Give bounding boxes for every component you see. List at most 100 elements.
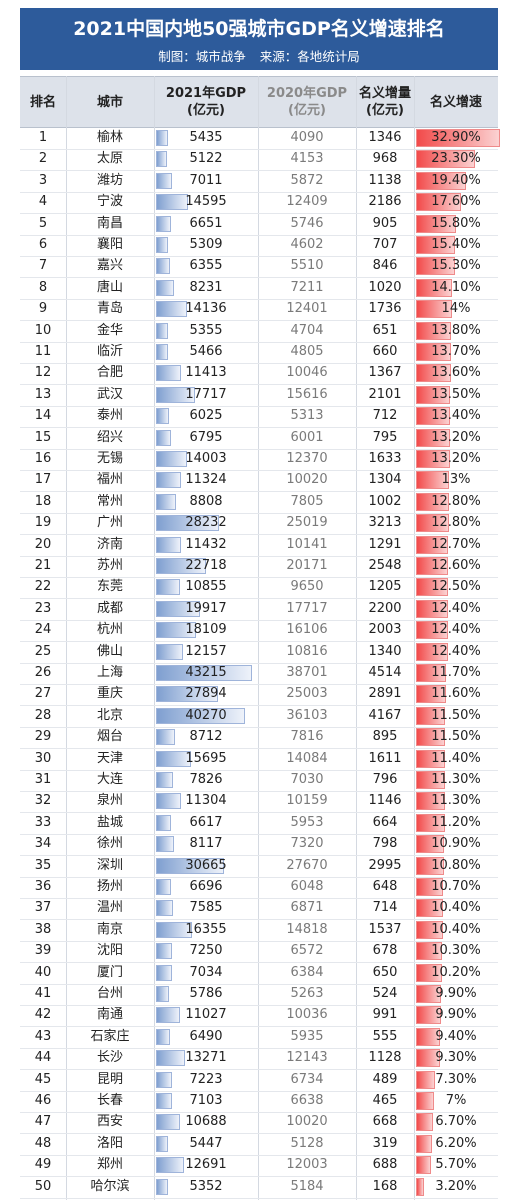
gdp2021-bar — [156, 579, 181, 596]
gdp2021-bar — [156, 151, 168, 168]
growth-cell: 11.20% — [431, 814, 481, 830]
increase-cell: 660 — [372, 344, 398, 359]
city-cell: 苏州 — [96, 558, 123, 573]
gdp2021-cell: 6025 — [189, 408, 223, 424]
increase-cell: 895 — [372, 729, 398, 745]
growth-cell: 12.50% — [431, 579, 481, 595]
city-cell: 无锡 — [96, 451, 123, 466]
gdp2020-cell: 12003 — [286, 1157, 328, 1173]
increase-cell: 668 — [372, 1114, 398, 1130]
rank-cell: 5 — [38, 215, 48, 231]
table-row: 28 北京 40270 36103 4167 11.50% — [20, 705, 498, 728]
growth-bar — [416, 621, 448, 640]
gdp2021-cell: 16355 — [185, 921, 227, 937]
gdp2021-bar — [156, 386, 196, 403]
city-cell: 长春 — [96, 1093, 123, 1108]
gdp2020-cell: 10816 — [286, 643, 328, 659]
gdp2020-cell: 5184 — [290, 1178, 324, 1194]
table-row: 5 南昌 6651 5746 905 15.80% — [20, 213, 498, 236]
gdp2021-bar — [156, 493, 176, 510]
gdp2021-cell: 22718 — [185, 558, 227, 573]
growth-bar — [416, 963, 443, 982]
growth-cell: 10.80% — [431, 857, 481, 873]
city-cell: 重庆 — [96, 686, 123, 702]
gdp2021-cell: 8231 — [189, 279, 223, 295]
growth-bar — [416, 1134, 432, 1153]
table-row: 22 东莞 10855 9650 1205 12.50% — [20, 576, 498, 600]
growth-cell: 13.80% — [431, 322, 481, 338]
increase-cell: 2200 — [368, 600, 402, 616]
city-cell: 泉州 — [96, 793, 123, 809]
gdp2021-bar — [156, 729, 176, 746]
rank-cell: 32 — [34, 793, 52, 809]
gdp2021-bar — [156, 1114, 180, 1131]
city-cell: 北京 — [96, 707, 123, 723]
table-row: 8 唐山 8231 7211 1020 14.10% — [20, 277, 498, 300]
growth-cell: 7.30% — [435, 1071, 477, 1087]
table-row: 38 南京 16355 14818 1537 10.40% — [20, 919, 498, 942]
gdp2021-cell: 30665 — [185, 857, 227, 873]
rank-cell: 20 — [34, 536, 52, 552]
rank-cell: 29 — [34, 729, 52, 745]
growth-bar — [416, 193, 461, 212]
gdp2020-cell: 4153 — [290, 151, 324, 167]
gdp2021-bar — [156, 986, 169, 1002]
gdp2020-cell: 5935 — [290, 1028, 324, 1044]
increase-cell: 798 — [372, 836, 398, 852]
rank-cell: 17 — [34, 472, 52, 488]
growth-bar — [416, 321, 452, 340]
gdp2020-cell: 7805 — [290, 493, 324, 509]
increase-cell: 968 — [372, 151, 398, 167]
gdp2021-bar — [156, 600, 201, 617]
rank-cell: 12 — [34, 365, 52, 381]
city-cell: 济南 — [96, 536, 123, 552]
rank-cell: 39 — [34, 943, 52, 959]
growth-cell: 12.80% — [431, 493, 481, 509]
gdp2021-cell: 27894 — [185, 686, 227, 702]
growth-cell: 11.30% — [431, 772, 481, 787]
gdp2020-cell: 5746 — [290, 215, 324, 231]
gdp2021-bar — [156, 750, 191, 767]
rank-cell: 37 — [34, 900, 52, 916]
gdp2021-cell: 13271 — [185, 1050, 227, 1066]
rank-cell: 34 — [34, 836, 52, 852]
growth-cell: 14% — [441, 301, 471, 317]
city-cell: 泰州 — [96, 408, 123, 424]
growth-cell: 9.30% — [435, 1050, 477, 1066]
gdp2021-cell: 14003 — [185, 451, 227, 466]
growth-bar — [416, 278, 452, 297]
gdp2020-cell: 10046 — [286, 365, 328, 381]
gdp2021-cell: 7034 — [189, 964, 223, 980]
city-cell: 金华 — [96, 322, 123, 338]
gdp2021-cell: 7585 — [189, 900, 223, 916]
growth-bar — [416, 1070, 435, 1089]
gdp2020-cell: 10020 — [286, 472, 328, 488]
rank-cell: 28 — [34, 707, 52, 723]
growth-bar — [416, 792, 445, 811]
increase-cell: 795 — [372, 429, 398, 445]
growth-cell: 14.10% — [431, 279, 481, 295]
rank-cell: 26 — [34, 665, 52, 680]
gdp2020-cell: 12409 — [286, 194, 328, 210]
gdp2021-cell: 5352 — [189, 1178, 223, 1194]
gdp2021-bar — [156, 365, 182, 382]
growth-bar — [416, 364, 451, 383]
rank-cell: 47 — [34, 1114, 52, 1130]
rank-cell: 35 — [34, 857, 52, 873]
gdp2021-bar — [156, 237, 168, 253]
gdp2021-cell: 11027 — [185, 1007, 227, 1023]
table-row: 14 泰州 6025 5313 712 13.40% — [20, 405, 498, 429]
increase-cell: 796 — [372, 772, 398, 787]
gdp2021-cell: 11324 — [185, 472, 227, 488]
gdp2021-bar — [156, 1093, 172, 1109]
gdp2021-cell: 5786 — [189, 986, 223, 1001]
growth-cell: 13.60% — [431, 365, 481, 381]
growth-bar — [416, 1092, 434, 1110]
gdp2020-cell: 14818 — [286, 921, 328, 937]
gdp2021-bar — [156, 900, 173, 917]
city-cell: 榆林 — [96, 130, 123, 145]
increase-cell: 650 — [372, 964, 398, 980]
table-row: 45 昆明 7223 6734 489 7.30% — [20, 1069, 498, 1092]
gdp2021-cell: 40270 — [185, 707, 227, 723]
increase-cell: 2995 — [368, 857, 402, 873]
